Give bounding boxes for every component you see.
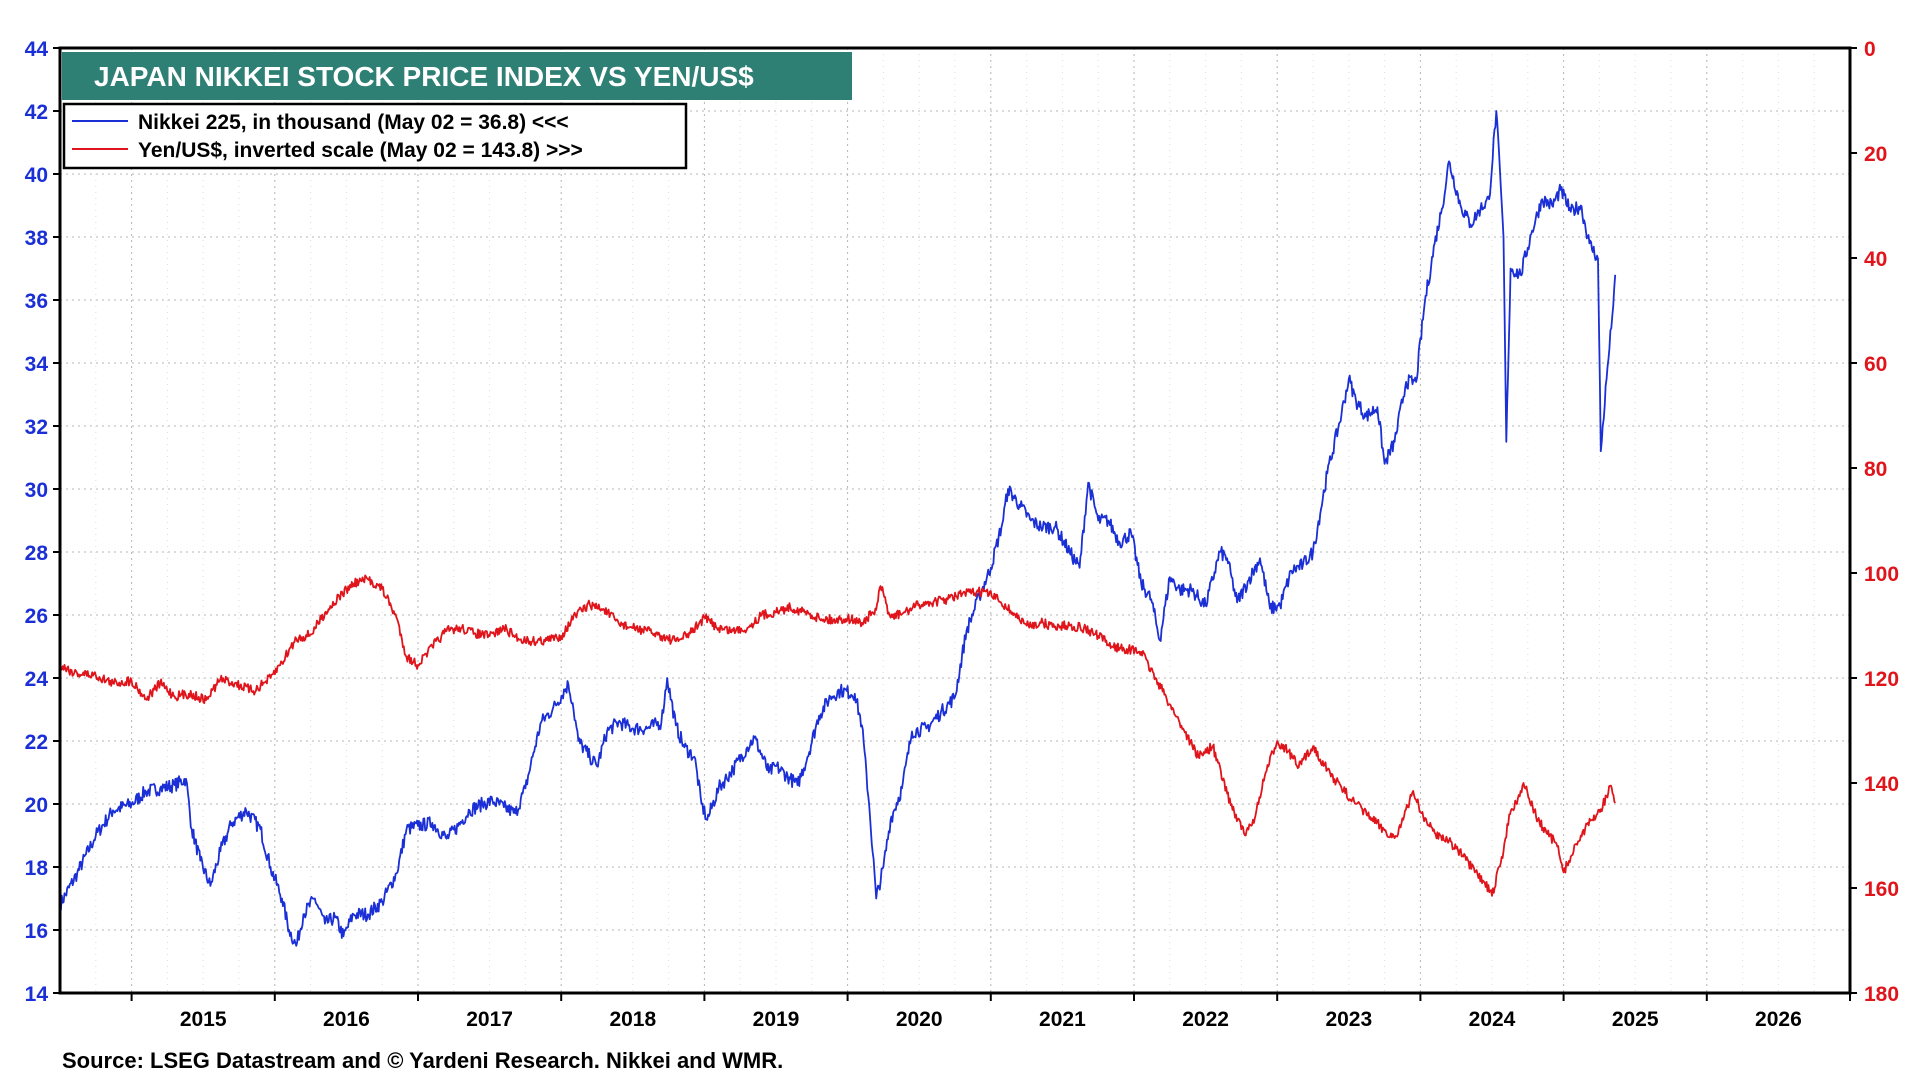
left-tick-label: 44 <box>25 38 49 61</box>
series-lines <box>59 110 1617 947</box>
left-tick-label: 42 <box>25 101 48 124</box>
right-tick-label: 80 <box>1864 458 1887 481</box>
right-tick-label: 100 <box>1864 563 1899 586</box>
chart-title: JAPAN NIKKEI STOCK PRICE INDEX VS YEN/US… <box>94 61 754 92</box>
right-tick-label: 0 <box>1864 38 1876 61</box>
x-tick-label: 2022 <box>1182 1008 1229 1031</box>
left-tick-label: 28 <box>25 542 49 565</box>
left-tick-label: 16 <box>25 920 48 943</box>
x-tick-label: 2019 <box>753 1008 800 1031</box>
source-note: Source: LSEG Datastream and © Yardeni Re… <box>62 1048 783 1073</box>
right-tick-label: 20 <box>1864 143 1887 166</box>
right-tick-label: 40 <box>1864 248 1887 271</box>
x-tick-label: 2021 <box>1039 1008 1086 1031</box>
legend-yen-label: Yen/US$, inverted scale (May 02 = 143.8)… <box>138 139 583 162</box>
x-tick-label: 2024 <box>1469 1008 1516 1031</box>
left-tick-label: 20 <box>25 794 48 817</box>
x-tick-label: 2018 <box>609 1008 656 1031</box>
title-box <box>62 52 852 100</box>
right-tick-label: 180 <box>1864 983 1899 1006</box>
x-tick-label: 2017 <box>466 1008 513 1031</box>
legend-box <box>62 102 688 170</box>
x-tick-label: 2026 <box>1755 1008 1802 1031</box>
yen-series-line <box>59 574 1616 897</box>
x-tick-label: 2025 <box>1612 1008 1659 1031</box>
right-tick-label: 160 <box>1864 878 1899 901</box>
legend: Nikkei 225, in thousand (May 02 = 36.8) … <box>62 102 688 170</box>
right-tick-label: 60 <box>1864 353 1887 376</box>
right-tick-label: 120 <box>1864 668 1899 691</box>
left-tick-label: 30 <box>25 479 48 502</box>
left-tick-label: 26 <box>25 605 48 628</box>
left-tick-label: 40 <box>25 164 48 187</box>
legend-nikkei-label: Nikkei 225, in thousand (May 02 = 36.8) … <box>138 111 569 134</box>
left-tick-label: 34 <box>25 353 49 376</box>
x-tick-label: 2023 <box>1325 1008 1372 1031</box>
nikkei-series-line <box>59 110 1617 947</box>
left-tick-label: 36 <box>25 290 48 313</box>
left-tick-label: 24 <box>25 668 49 691</box>
x-tick-label: 2020 <box>896 1008 943 1031</box>
x-tick-label: 2016 <box>323 1008 370 1031</box>
left-tick-label: 22 <box>25 731 48 754</box>
left-tick-label: 32 <box>25 416 48 439</box>
left-tick-label: 14 <box>25 983 49 1006</box>
plot-frame <box>58 46 1852 995</box>
left-tick-label: 18 <box>25 857 49 880</box>
right-tick-label: 140 <box>1864 773 1899 796</box>
gridlines <box>59 48 1850 993</box>
left-tick-label: 38 <box>25 227 49 250</box>
x-tick-label: 2015 <box>180 1008 227 1031</box>
